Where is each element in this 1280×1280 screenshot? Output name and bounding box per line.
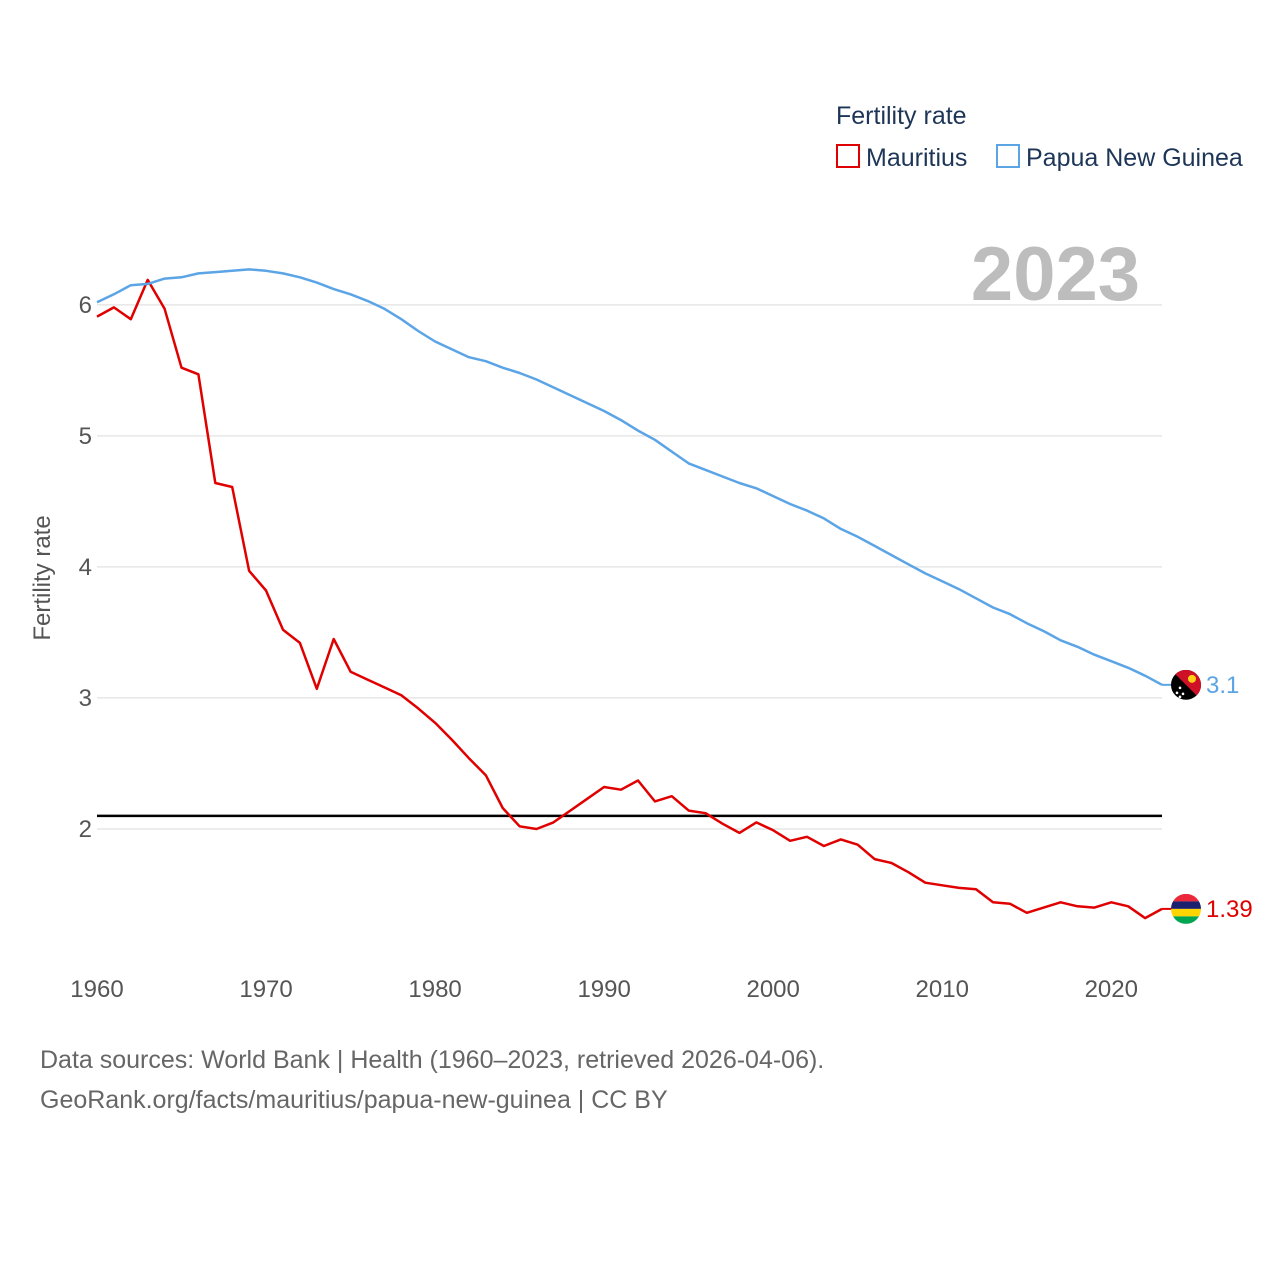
- footer-sources: Data sources: World Bank | Health (1960–…: [40, 1046, 825, 1074]
- x-tick-label: 1960: [70, 976, 123, 1003]
- y-tick-label: 4: [79, 554, 92, 581]
- x-tick-label: 2020: [1085, 976, 1138, 1003]
- legend-title: Fertility rate: [836, 102, 967, 130]
- end-markers: 1.39 3.1: [1162, 669, 1253, 924]
- legend-label-papua-new-guinea: Papua New Guinea: [1026, 144, 1243, 172]
- series-line-mauritius[interactable]: [96, 278, 1163, 920]
- y-tick-label: 5: [79, 423, 92, 450]
- papua-new-guinea-flag-icon: [1171, 669, 1201, 700]
- y-axis-ticks: 2 3 4 5 6: [79, 292, 92, 843]
- legend-swatch-mauritius: [836, 144, 860, 168]
- footer: Data sources: World Bank | Health (1960–…: [40, 1040, 824, 1120]
- x-tick-label: 1980: [408, 976, 461, 1003]
- legend-label-mauritius: Mauritius: [866, 144, 967, 172]
- series-line-papua-new-guinea[interactable]: [96, 268, 1163, 686]
- year-watermark: 2023: [971, 232, 1140, 317]
- y-tick-label: 2: [79, 816, 92, 843]
- x-tick-label: 2010: [916, 976, 969, 1003]
- fertility-rate-chart: Fertility rate Mauritius Papua New Guine…: [29, 102, 1253, 1003]
- gridlines: [97, 304, 1162, 830]
- y-axis-title: Fertility rate: [29, 515, 56, 640]
- legend-item-papua-new-guinea[interactable]: Papua New Guinea: [996, 144, 1243, 172]
- legend-item-mauritius[interactable]: Mauritius: [836, 144, 967, 172]
- footer-link[interactable]: GeoRank.org/facts/mauritius/papua-new-gu…: [40, 1086, 668, 1114]
- x-axis-ticks: 1960 1970 1980 1990 2000 2010 2020: [70, 976, 1138, 1003]
- y-tick-label: 6: [79, 292, 92, 319]
- series-lines: [96, 268, 1163, 920]
- end-value-label-mauritius: 1.39: [1206, 896, 1253, 923]
- legend: Fertility rate Mauritius Papua New Guine…: [836, 102, 1243, 172]
- x-tick-label: 1990: [577, 976, 630, 1003]
- end-value-label-papua-new-guinea: 3.1: [1206, 672, 1239, 699]
- x-tick-label: 1970: [239, 976, 292, 1003]
- x-tick-label: 2000: [746, 976, 799, 1003]
- y-tick-label: 3: [79, 685, 92, 712]
- mauritius-flag-icon: [1171, 893, 1201, 924]
- legend-swatch-papua-new-guinea: [996, 144, 1020, 168]
